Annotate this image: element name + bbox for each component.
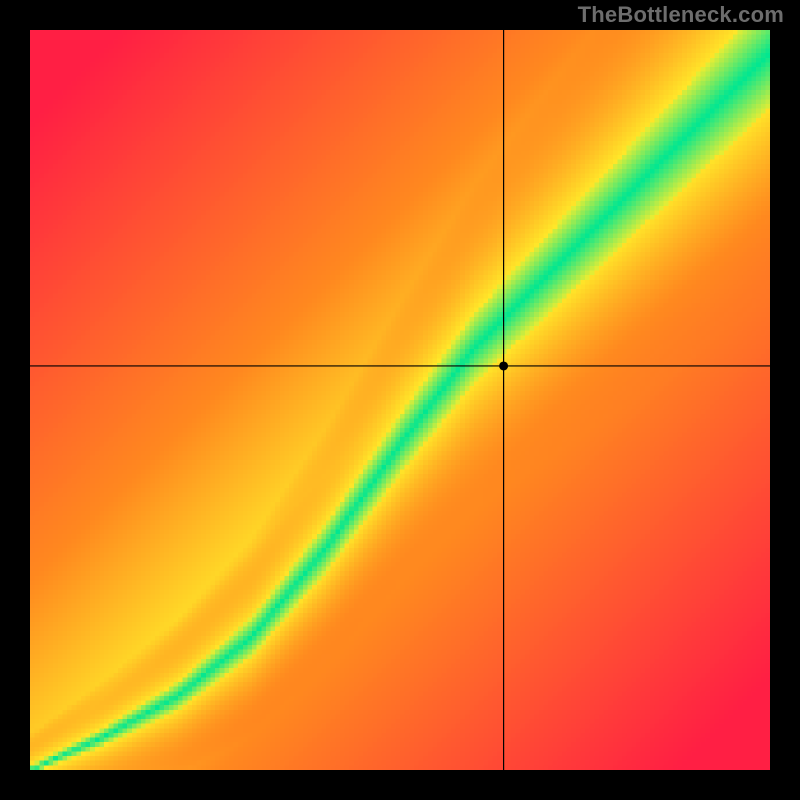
watermark-text: TheBottleneck.com [578,2,784,28]
bottleneck-heatmap [30,30,770,770]
chart-container: { "watermark": { "text": "TheBottleneck.… [0,0,800,800]
